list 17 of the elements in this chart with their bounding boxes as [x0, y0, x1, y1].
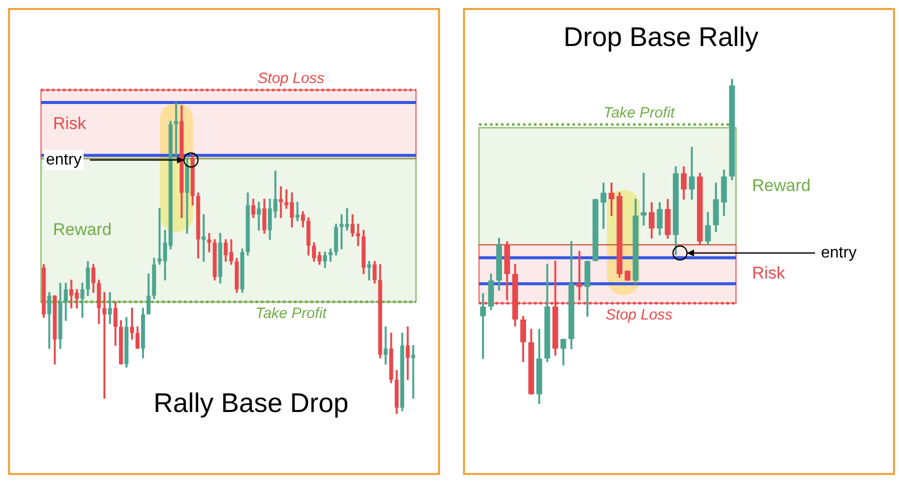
annotation: entry [46, 151, 82, 168]
candlestick [640, 172, 647, 226]
candlestick [202, 214, 206, 262]
candlestick [174, 102, 178, 156]
text: Rally Base Drop [153, 388, 349, 419]
ref-line-label: Take Profit [603, 104, 676, 122]
text: entry [821, 244, 857, 262]
band-label: Risk [752, 264, 786, 283]
band-label: Risk [53, 114, 87, 133]
candlestick [102, 292, 106, 399]
candlestick [278, 186, 283, 218]
band-label: Reward [752, 176, 811, 195]
ref-line-label: Stop Loss [258, 70, 325, 88]
ref-line-label: Take Profit [255, 305, 328, 322]
band-label: Reward [53, 220, 112, 239]
chart-title: Drop Base Rally [563, 22, 759, 53]
ref-line-label: Stop Loss [606, 306, 673, 324]
